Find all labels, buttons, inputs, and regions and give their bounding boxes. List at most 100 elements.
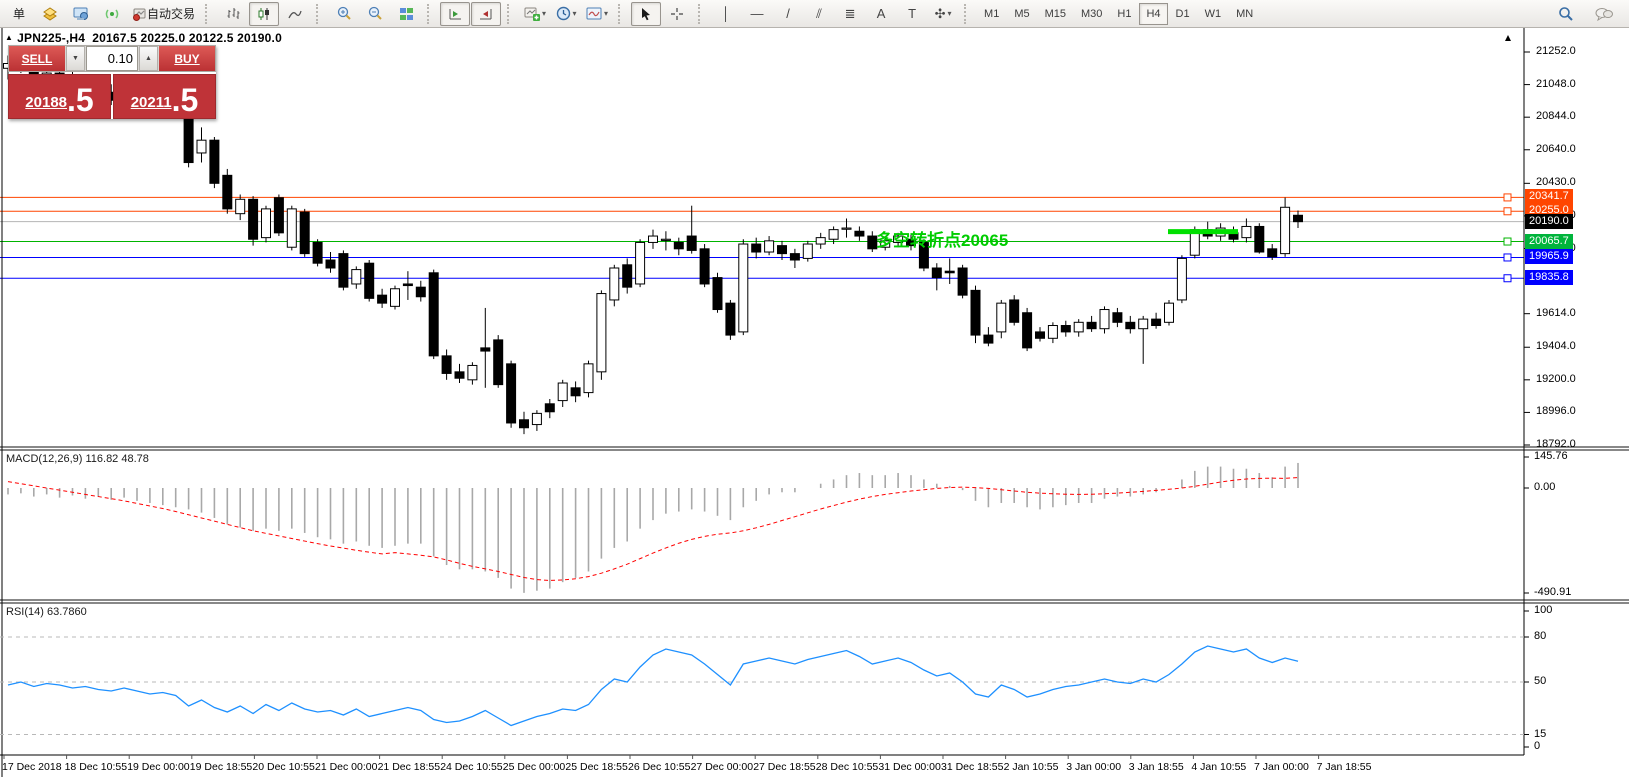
candle-body [364, 262, 375, 299]
timeframe-m5[interactable]: M5 [1014, 7, 1030, 20]
text-label-icon: T [908, 6, 917, 21]
chart-canvas[interactable] [0, 28, 1629, 777]
zoom-out-button[interactable] [360, 2, 390, 26]
buy-button[interactable]: BUY [159, 46, 215, 71]
candle-body [918, 241, 929, 269]
candle-body [777, 245, 787, 255]
ohlc-values: 20167.5 20225.0 20122.5 20190.0 [92, 31, 282, 45]
indicators-button[interactable]: ▾ [520, 2, 550, 26]
candle-body [1086, 321, 1097, 330]
rsi-indicator-label: RSI(14) 63.7860 [6, 606, 87, 618]
buy-price-box[interactable]: 20211.5 [113, 74, 216, 119]
fibonacci-icon: ≣ [844, 6, 856, 21]
chart-area: ▲ JPN225-,H4 20167.5 20225.0 20122.5 2019… [0, 28, 1629, 777]
tile-windows-button[interactable] [391, 2, 421, 26]
templates-button[interactable]: ▾ [582, 2, 612, 26]
fibonacci-tool[interactable]: ≣ [835, 2, 865, 26]
time-axis-label: 2 Jan 10:55 [1003, 761, 1059, 773]
layers-icon[interactable] [35, 2, 65, 26]
dropdown-caret-icon: ▾ [947, 9, 952, 18]
bar-chart-mode-button[interactable] [218, 2, 248, 26]
dropdown-caret-icon: ▾ [604, 9, 609, 18]
candle-body [1151, 318, 1162, 327]
new-order-button-partial[interactable]: 单 [4, 2, 34, 26]
volume-decrease-button[interactable]: ▼ [66, 46, 85, 71]
text-tool[interactable]: A [866, 2, 896, 26]
auto-scroll-button[interactable] [471, 1, 502, 26]
candle-body [1254, 225, 1265, 253]
dropdown-caret-icon: ▾ [542, 9, 547, 18]
search-button[interactable] [1551, 2, 1581, 26]
candle-body [673, 241, 684, 250]
signals-icon[interactable] [97, 2, 127, 26]
candle-body [609, 267, 620, 301]
timeframe-w1[interactable]: W1 [1204, 7, 1222, 20]
candle-body [725, 302, 736, 336]
candle-body [248, 198, 259, 240]
macd-axis-label: 0.00 [1534, 481, 1556, 493]
bar-chart-icon [227, 7, 240, 19]
time-axis-label: 21 Dec 00:00 [315, 761, 378, 773]
price-line-label: 20190.0 [1525, 213, 1573, 229]
time-axis-label: 3 Jan 18:55 [1128, 761, 1184, 773]
layers-icon-glyph [42, 6, 57, 21]
trendline-tool[interactable]: / [773, 2, 803, 26]
buy-price-main: 20211 [130, 94, 172, 111]
price-line-handle[interactable] [1503, 253, 1512, 262]
time-axis-label: 31 Dec 00:00 [878, 761, 941, 773]
price-line-handle[interactable] [1503, 207, 1512, 216]
cursor-tool-button[interactable] [631, 1, 662, 26]
candle-body [235, 198, 246, 215]
horizontal-line-tool[interactable]: — [742, 2, 772, 26]
candle-chart-mode-button[interactable] [249, 1, 280, 26]
candle-body [686, 235, 697, 251]
community-button[interactable] [1589, 2, 1619, 26]
text-label-tool[interactable]: T [897, 2, 927, 26]
chart-shift-button[interactable] [440, 1, 471, 26]
sell-price-box[interactable]: 20188.5 [8, 74, 111, 119]
zoom-in-icon [337, 6, 351, 20]
horizontal-line-icon: — [750, 6, 764, 21]
price-line-handle[interactable] [1503, 274, 1512, 283]
timeframe-d1[interactable]: D1 [1175, 7, 1190, 20]
volume-input[interactable] [87, 47, 137, 70]
timeframe-h4[interactable]: H4 [1139, 2, 1168, 25]
line-chart-mode-button[interactable] [280, 2, 310, 26]
candle-body [1099, 309, 1110, 330]
volume-increase-button[interactable]: ▲ [139, 46, 158, 71]
vertical-line-tool[interactable]: │ [711, 2, 741, 26]
candle-body [390, 288, 400, 307]
terminal-icon-glyph [73, 7, 88, 20]
toolbar-separator [964, 3, 972, 24]
terminal-icon[interactable] [66, 2, 96, 26]
chart-annotation-text[interactable]: 多空转折点20065 [876, 231, 1009, 250]
price-line-label: 19835.8 [1525, 270, 1573, 286]
collapse-triangle-icon[interactable]: ▲ [5, 33, 14, 42]
timeframe-h1[interactable]: H1 [1117, 7, 1132, 20]
timeframe-m1[interactable]: M1 [984, 7, 1000, 20]
candle-body [660, 238, 671, 241]
timeframe-m30[interactable]: M30 [1081, 7, 1103, 20]
search-icon [1559, 6, 1573, 21]
text-tool-icon: A [876, 6, 886, 21]
autotrade-button[interactable]: 自动交易 [128, 2, 199, 26]
time-axis-label: 19 Dec 18:55 [189, 761, 253, 773]
price-line-label: 20341.7 [1525, 189, 1573, 205]
periods-button[interactable]: ▾ [551, 2, 581, 26]
price-line-handle[interactable] [1503, 237, 1512, 246]
time-axis-label: 25 Dec 00:00 [502, 761, 566, 773]
sell-button[interactable]: SELL [9, 46, 65, 71]
new-order-label: 单 [12, 7, 25, 21]
timeframe-mn[interactable]: MN [1236, 7, 1254, 20]
indicators-icon [524, 7, 541, 21]
macd-signal-line [7, 477, 1299, 581]
timeframe-m15[interactable]: M15 [1044, 7, 1067, 20]
volume-field-wrap [86, 46, 138, 71]
candle-body [325, 259, 336, 269]
crosshair-tool-button[interactable] [662, 2, 692, 26]
arrows-tool[interactable]: ✣ ▾ [928, 2, 958, 26]
price-line-handle[interactable] [1503, 193, 1512, 202]
zoom-in-button[interactable] [329, 2, 359, 26]
candle-body [996, 302, 1007, 333]
equidistant-channel-tool[interactable]: ⫽ [804, 2, 834, 26]
